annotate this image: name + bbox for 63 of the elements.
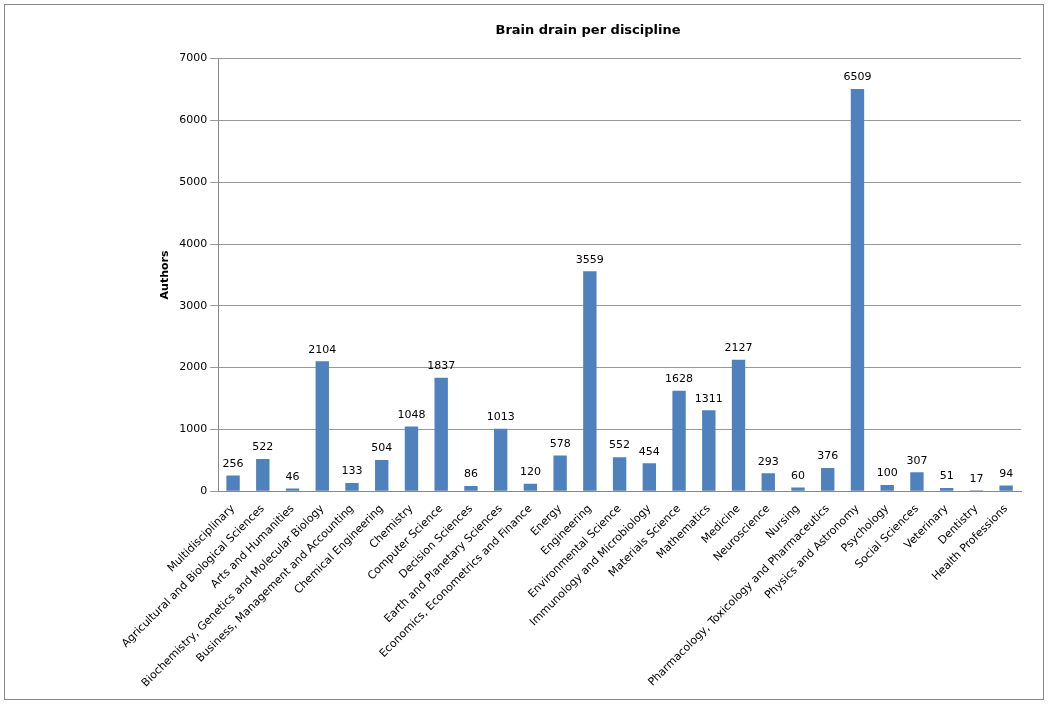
bar — [702, 410, 716, 491]
bar — [999, 485, 1013, 491]
bar — [910, 472, 924, 491]
bar — [404, 426, 419, 491]
y-tick-label: 7000 — [179, 51, 208, 65]
bar — [315, 361, 329, 491]
y-tick-label: 2000 — [179, 360, 208, 374]
data-label: 51 — [939, 469, 954, 483]
data-label: 1013 — [486, 410, 515, 423]
data-label: 94 — [999, 466, 1014, 480]
bar — [375, 460, 389, 491]
y-tick-label: 4000 — [179, 236, 208, 250]
bar — [672, 390, 686, 491]
data-label: 1311 — [694, 391, 723, 405]
bar — [939, 488, 954, 491]
bar — [583, 271, 597, 491]
data-label: 522 — [252, 440, 274, 454]
bar — [345, 483, 359, 491]
bar — [791, 487, 805, 491]
data-label: 1628 — [665, 371, 694, 385]
bar — [642, 463, 657, 491]
data-label: 504 — [371, 441, 393, 455]
y-tick-label: 1000 — [179, 422, 208, 436]
data-label: 133 — [341, 464, 363, 478]
data-label: 100 — [876, 466, 898, 480]
data-label: 552 — [609, 438, 631, 452]
chart-title: Brain drain per discipline — [495, 22, 681, 38]
data-label: 3559 — [575, 252, 604, 266]
data-label: 46 — [285, 469, 300, 483]
data-label: 86 — [463, 467, 478, 481]
data-label: 1048 — [397, 407, 426, 421]
bar — [880, 485, 894, 491]
data-label: 17 — [969, 471, 984, 485]
data-label: 120 — [519, 465, 541, 479]
data-label: 293 — [757, 454, 779, 468]
data-label: 376 — [817, 449, 839, 463]
bar — [226, 475, 240, 491]
bar — [612, 457, 627, 491]
bar — [434, 377, 448, 491]
bar — [821, 468, 835, 491]
bar — [850, 88, 865, 491]
bar — [761, 473, 775, 491]
bar — [256, 458, 270, 491]
bar — [285, 488, 300, 491]
y-tick-label: 0 — [200, 484, 208, 498]
data-label: 2104 — [308, 342, 337, 356]
data-label: 1837 — [427, 359, 456, 373]
bar — [493, 428, 508, 491]
data-label: 578 — [549, 436, 571, 450]
bar — [523, 483, 538, 491]
y-tick-label: 3000 — [179, 298, 208, 312]
bar — [464, 485, 478, 491]
data-label: 256 — [222, 456, 244, 470]
data-label: 6509 — [843, 70, 872, 84]
data-label: 454 — [638, 444, 660, 458]
data-label: 307 — [906, 453, 928, 467]
data-label: 60 — [791, 468, 805, 482]
y-tick-label: 6000 — [179, 113, 208, 127]
y-axis-title: Authors — [158, 249, 172, 300]
bar — [553, 455, 567, 491]
y-tick-label: 5000 — [179, 175, 208, 189]
data-label: 2127 — [724, 341, 753, 355]
bar — [731, 359, 746, 491]
